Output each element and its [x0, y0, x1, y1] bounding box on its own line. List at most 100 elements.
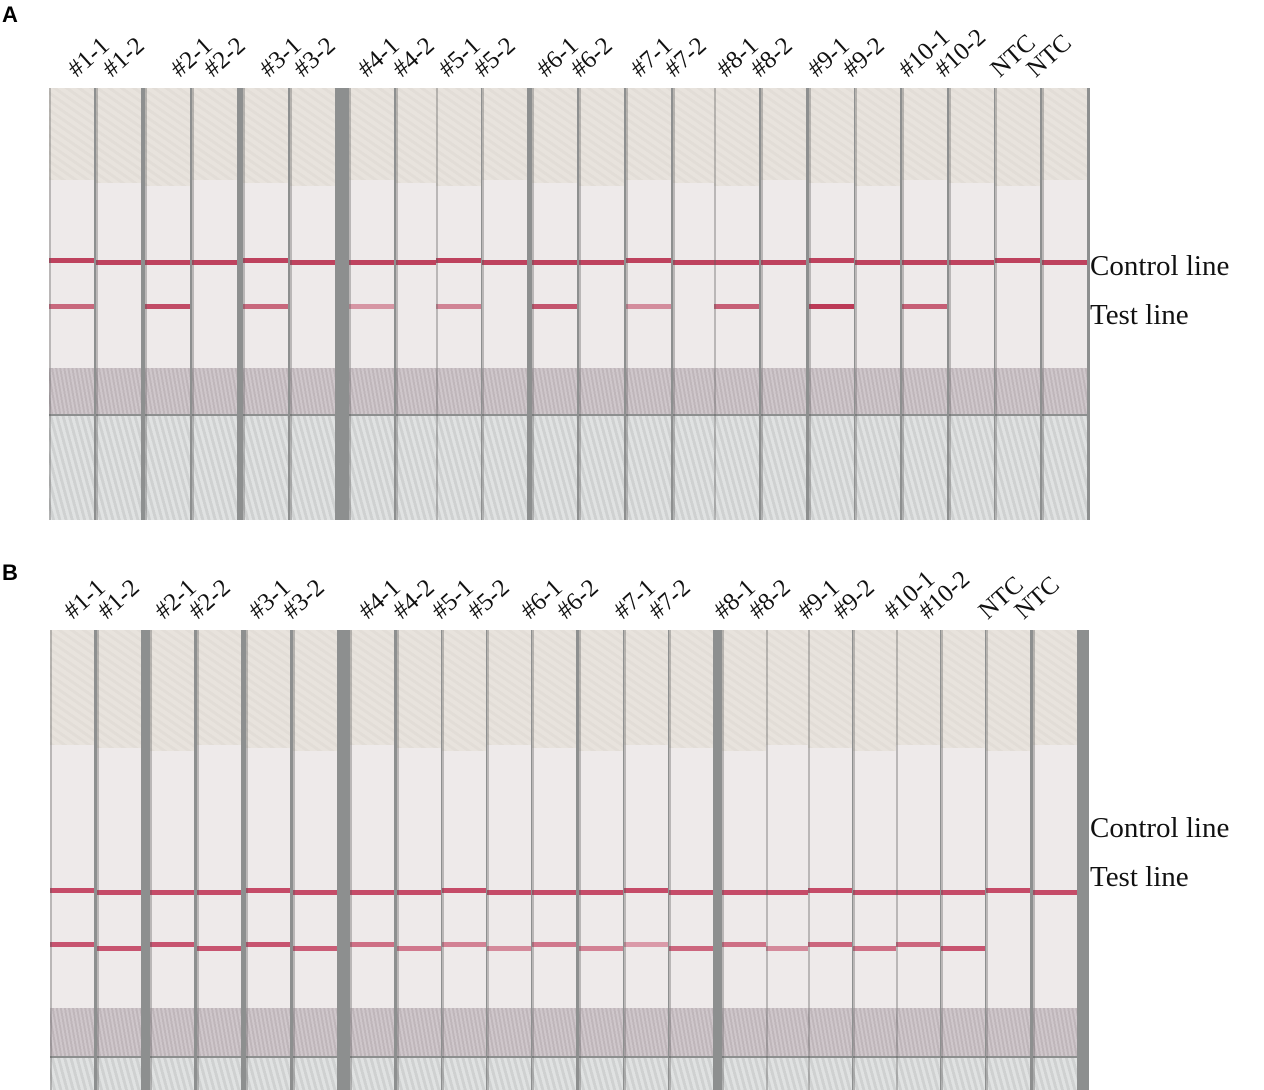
conjugate-pad — [986, 1008, 1030, 1056]
strip-edge — [766, 630, 768, 1090]
nitrocellulose-membrane — [436, 186, 481, 368]
panel-letter: B — [2, 560, 18, 585]
control-band — [192, 260, 237, 265]
absorbent-pad — [853, 630, 897, 751]
test-strip — [532, 630, 576, 1090]
absorbent-pad — [96, 88, 141, 183]
test-strip — [766, 630, 810, 1090]
test-band — [243, 304, 288, 309]
test-strip — [290, 88, 335, 520]
strip-edge — [626, 88, 628, 520]
strip-edge — [579, 88, 581, 520]
control-band — [624, 888, 668, 893]
control-band — [579, 890, 623, 895]
test-band — [145, 304, 190, 309]
test-band — [579, 946, 623, 951]
conjugate-pad — [902, 368, 947, 414]
strip-edge — [809, 88, 811, 520]
control-band — [761, 260, 806, 265]
nitrocellulose-membrane — [96, 183, 141, 368]
nitrocellulose-membrane — [350, 745, 394, 1008]
strip-edge — [96, 88, 98, 520]
sample-pad — [626, 416, 671, 520]
absorbent-pad — [436, 88, 481, 186]
sample-pad — [145, 416, 190, 520]
test-strip — [50, 630, 94, 1090]
nitrocellulose-membrane — [246, 748, 290, 1008]
test-band — [487, 946, 531, 951]
absorbent-pad — [293, 630, 337, 751]
strip-edge — [349, 88, 351, 520]
conjugate-pad — [809, 368, 854, 414]
test-strip — [293, 630, 337, 1090]
test-strip — [626, 88, 671, 520]
conjugate-pad — [808, 1008, 852, 1056]
test-band — [49, 304, 94, 309]
absorbent-pad — [532, 88, 577, 183]
control-band — [436, 258, 481, 263]
conjugate-pad — [350, 1008, 394, 1056]
conjugate-pad — [97, 1008, 141, 1056]
conjugate-pad — [192, 368, 237, 414]
control-band — [853, 890, 897, 895]
strip-edge — [669, 630, 671, 1090]
test-band — [397, 946, 441, 951]
sample-pad — [579, 416, 624, 520]
conjugate-pad — [96, 368, 141, 414]
nitrocellulose-membrane — [49, 180, 94, 368]
conjugate-pad — [624, 1008, 668, 1056]
nitrocellulose-membrane — [397, 748, 441, 1008]
nitrocellulose-membrane — [626, 180, 671, 368]
nitrocellulose-membrane — [487, 745, 531, 1008]
nitrocellulose-membrane — [722, 751, 766, 1008]
absorbent-pad — [97, 630, 141, 748]
strip-edge — [49, 88, 51, 520]
conjugate-pad — [1033, 1008, 1077, 1056]
control-band — [397, 890, 441, 895]
strip-edge — [761, 88, 763, 520]
lane-label: #9-2 — [827, 574, 880, 625]
nitrocellulose-membrane — [896, 745, 940, 1008]
control-band — [50, 888, 94, 893]
strip-edge — [808, 630, 810, 1090]
sample-pad — [995, 416, 1040, 520]
absorbent-pad — [669, 630, 713, 748]
lane-label: #7-2 — [643, 574, 696, 625]
conjugate-pad — [761, 368, 806, 414]
test-strip — [1033, 630, 1077, 1090]
absorbent-pad — [482, 88, 527, 180]
strip-edge — [436, 88, 438, 520]
sample-pad — [150, 1058, 194, 1090]
sample-pad — [669, 1058, 713, 1090]
conjugate-pad — [896, 1008, 940, 1056]
nitrocellulose-membrane — [290, 186, 335, 368]
test-strip — [350, 630, 394, 1090]
nitrocellulose-membrane — [150, 751, 194, 1008]
sample-pad — [1033, 1058, 1077, 1090]
panel-b: B #1-1 #1-2 #2-1 #2-2 #3-1 #3-2 #4-1 #4-2 #5-1 #5… — [0, 558, 1264, 1090]
conjugate-pad — [532, 1008, 576, 1056]
strip-edge — [150, 630, 152, 1090]
strip-edge — [197, 630, 199, 1090]
strip-edge — [673, 88, 675, 520]
sample-pad — [902, 416, 947, 520]
nitrocellulose-membrane — [761, 180, 806, 368]
sample-pad — [949, 416, 994, 520]
absorbent-pad — [995, 88, 1040, 186]
conjugate-pad — [349, 368, 394, 414]
strip-edge — [941, 630, 943, 1090]
control-band — [986, 888, 1030, 893]
control-band — [532, 890, 576, 895]
strip-edge — [290, 88, 292, 520]
nitrocellulose-membrane — [714, 186, 759, 368]
strip-edge — [482, 88, 484, 520]
conjugate-pad — [722, 1008, 766, 1056]
nitrocellulose-membrane — [808, 748, 852, 1008]
nitrocellulose-membrane — [50, 745, 94, 1008]
conjugate-pad — [1042, 368, 1087, 414]
test-band — [669, 946, 713, 951]
conjugate-pad — [579, 368, 624, 414]
nitrocellulose-membrane — [442, 751, 486, 1008]
conjugate-pad — [487, 1008, 531, 1056]
test-strip — [49, 88, 94, 520]
